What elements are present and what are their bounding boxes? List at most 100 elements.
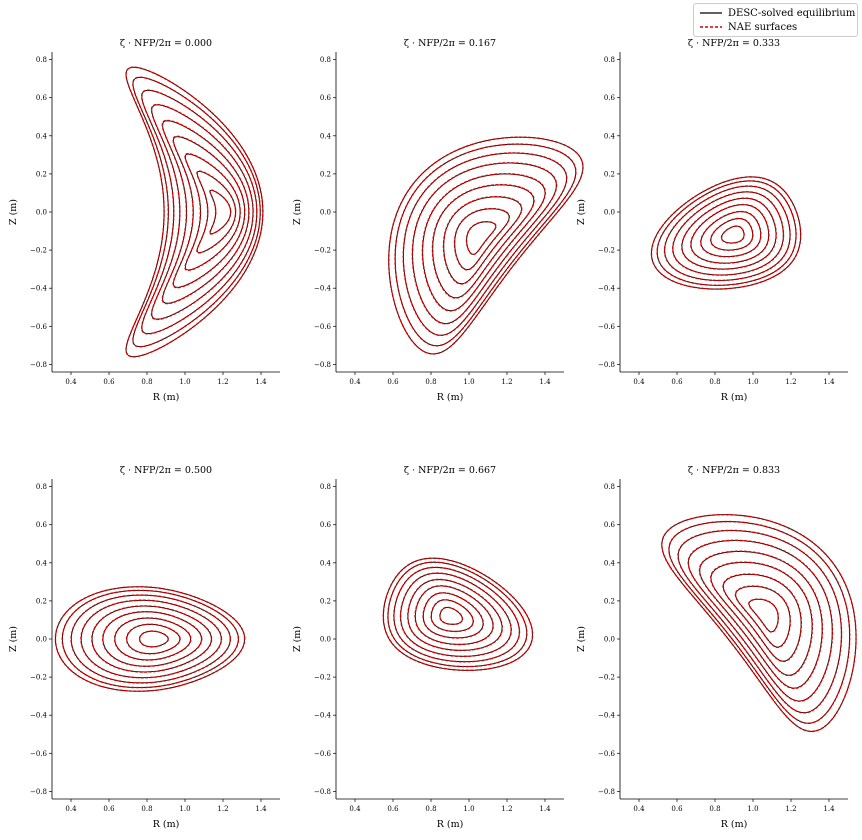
x-tick-label: 0.6: [387, 805, 399, 813]
nae-surface-line: [720, 225, 745, 244]
nae-surface-line: [132, 76, 261, 348]
y-tick-label: −0.6: [314, 323, 332, 331]
nae-surface-line: [700, 210, 762, 258]
nae-surface-line: [113, 617, 192, 661]
desc-surface-line: [102, 611, 202, 667]
y-tick-label: 0.8: [604, 483, 615, 491]
y-tick-label: 0.0: [320, 636, 331, 644]
y-tick-label: −0.2: [30, 247, 47, 255]
x-tick-label: 1.4: [823, 805, 835, 813]
nae-surface-line: [407, 578, 503, 652]
y-tick-label: 0.8: [320, 483, 331, 491]
desc-surface-line: [209, 189, 232, 235]
nae-surface-line: [663, 185, 791, 282]
y-tick-label: −0.6: [598, 323, 616, 331]
y-axis-label: Z (m): [576, 199, 587, 225]
y-tick-label: −0.2: [598, 247, 615, 255]
x-tick-label: 0.8: [709, 378, 720, 386]
x-tick-label: 0.8: [425, 805, 436, 813]
desc-surface-line: [677, 530, 842, 714]
nae-surface-line: [661, 513, 857, 733]
legend-label: NAE surfaces: [728, 21, 798, 33]
x-axis-label: R (m): [721, 392, 748, 403]
x-tick-label: 1.2: [785, 805, 796, 813]
x-tick-label: 0.6: [387, 378, 399, 386]
nae-surface-line: [125, 623, 181, 655]
x-tick-label: 1.0: [179, 378, 190, 386]
y-tick-label: 0.2: [320, 597, 331, 605]
subplot-title: ζ · NFP/2π = 0.333: [688, 38, 780, 49]
x-tick-label: 0.6: [103, 378, 115, 386]
y-tick-label: 0.2: [320, 170, 331, 178]
y-tick-label: 0.0: [36, 209, 47, 217]
desc-surface-line: [382, 557, 534, 671]
x-tick-label: 0.4: [65, 805, 77, 813]
subplot-title: ζ · NFP/2π = 0.167: [404, 38, 496, 49]
y-tick-label: 0.8: [320, 56, 331, 64]
y-axis-label: Z (m): [576, 626, 587, 652]
y-tick-label: 0.0: [36, 636, 47, 644]
x-tick-label: 1.4: [539, 378, 551, 386]
desc-surface-line: [661, 514, 857, 732]
nae-surface-line: [393, 566, 521, 663]
y-tick-label: 0.8: [36, 56, 47, 64]
y-tick-label: −0.6: [30, 750, 48, 758]
x-tick-label: 1.2: [217, 805, 228, 813]
nae-surface-line: [138, 630, 169, 648]
y-tick-label: 0.4: [320, 132, 332, 140]
legend-entry-desc: DESC-solved equilibrium: [694, 6, 855, 20]
x-tick-label: 0.4: [633, 805, 645, 813]
x-tick-label: 0.8: [141, 378, 152, 386]
x-tick-label: 0.4: [349, 805, 361, 813]
nae-surface-line: [394, 143, 577, 347]
y-tick-label: 0.0: [604, 209, 615, 217]
nae-surface-line: [399, 572, 512, 658]
subplot-title: ζ · NFP/2π = 0.000: [120, 38, 212, 49]
x-tick-label: 1.0: [747, 805, 758, 813]
desc-surface-line: [672, 191, 784, 276]
desc-surface-line: [668, 521, 851, 724]
y-axis-label: Z (m): [292, 199, 303, 225]
legend: DESC-solved equilibrium NAE surfaces: [693, 3, 858, 37]
nae-surface-line: [61, 589, 240, 689]
y-tick-label: 0.6: [604, 521, 616, 529]
nae-surface-line: [677, 529, 843, 714]
nae-surface-line: [150, 103, 254, 321]
y-tick-label: −0.4: [598, 712, 616, 720]
nae-surface-line: [209, 189, 232, 235]
y-tick-label: 0.2: [604, 170, 615, 178]
x-tick-label: 1.4: [255, 378, 267, 386]
x-tick-label: 0.4: [65, 378, 77, 386]
nae-surface-line: [681, 197, 777, 270]
x-tick-label: 0.4: [633, 378, 645, 386]
subplot-title: ζ · NFP/2π = 0.500: [120, 465, 212, 476]
nae-surface-line: [465, 220, 497, 256]
nae-surface-line: [710, 561, 814, 677]
y-tick-label: 0.2: [36, 597, 47, 605]
y-tick-label: −0.2: [314, 247, 331, 255]
subplot-6: 0.4 0.6 0.8 1.0 1.2 1.4 −0.8 −0.6 −0.4 −0.2 0.0 0.2…: [576, 465, 857, 830]
subplot-title: ζ · NFP/2π = 0.667: [404, 465, 496, 476]
y-tick-label: −0.4: [314, 285, 332, 293]
x-axis-label: R (m): [437, 392, 464, 403]
x-tick-label: 1.4: [539, 805, 551, 813]
nae-surface-line: [421, 173, 547, 312]
x-axis-label: R (m): [721, 819, 748, 830]
desc-surface-line: [466, 221, 497, 255]
nae-surface-line: [161, 119, 250, 305]
nae-surface-line: [668, 520, 851, 725]
nae-surface-line: [91, 605, 213, 673]
x-tick-label: 0.8: [425, 378, 436, 386]
desc-surface-line: [126, 623, 181, 655]
y-tick-label: −0.2: [598, 674, 615, 682]
y-tick-label: −0.2: [30, 674, 47, 682]
nae-surface-line: [196, 170, 237, 254]
nae-surface-line: [690, 203, 770, 264]
y-tick-label: −0.8: [598, 788, 615, 796]
nae-surface-line: [430, 599, 475, 633]
nae-surface-line: [650, 176, 802, 290]
x-tick-label: 0.8: [141, 805, 152, 813]
desc-surface-line: [650, 176, 802, 290]
y-tick-label: 0.6: [36, 521, 48, 529]
